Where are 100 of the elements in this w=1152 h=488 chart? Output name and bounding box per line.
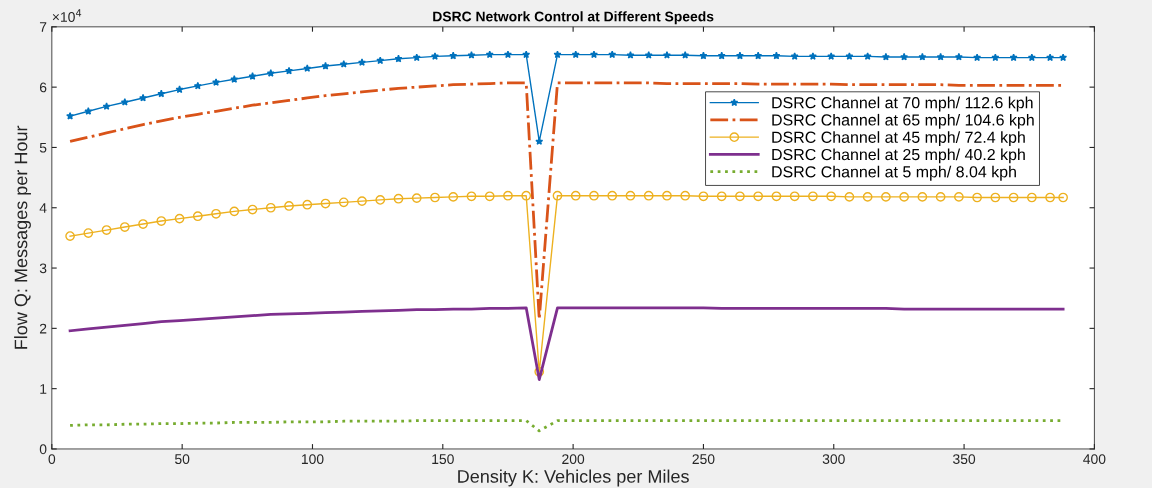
point (83, 228, 94, 238)
point (625, 190, 636, 201)
point (699, 51, 708, 60)
y-tick-label: 3 (39, 263, 47, 274)
point (1046, 53, 1055, 62)
point (881, 52, 890, 61)
point (735, 191, 745, 202)
point (84, 107, 93, 115)
y-tick-label: 2 (39, 323, 47, 334)
point (1026, 192, 1037, 203)
point (790, 52, 799, 60)
point (1059, 53, 1068, 62)
legend-label: DSRC Channel at 70 mph/ 112.6 kph (772, 96, 1033, 112)
x-axis-title: Density K: Vehicles per Miles (458, 469, 689, 487)
point (644, 51, 653, 59)
point (320, 198, 331, 209)
point (120, 98, 129, 106)
point (212, 78, 221, 86)
point (175, 85, 184, 94)
point (917, 192, 928, 202)
point (717, 51, 726, 60)
point (808, 191, 818, 202)
point (485, 50, 494, 59)
point (156, 216, 167, 226)
point (552, 190, 563, 201)
point (357, 196, 367, 206)
x-tick-label: 0 (48, 454, 56, 465)
point (844, 192, 855, 202)
point (65, 231, 75, 241)
point (698, 191, 709, 202)
point (754, 51, 763, 60)
point (467, 51, 476, 59)
point (1045, 192, 1055, 203)
point (265, 202, 276, 213)
y-tick-label: 4 (39, 203, 47, 213)
point (662, 190, 672, 201)
point (339, 60, 348, 68)
line-series (68, 306, 1065, 381)
y-tick-label: 0 (39, 444, 47, 455)
point (484, 191, 495, 202)
point (1009, 53, 1018, 62)
point (826, 191, 837, 202)
point (174, 213, 185, 224)
y-tick-label: 1 (40, 384, 47, 394)
point (991, 53, 1000, 62)
legend-label: DSRC Channel at 25 mph/ 40.2 kph (772, 148, 1025, 164)
point (394, 54, 403, 63)
legend-label: DSRC Channel at 65 mph/ 104.6 kph (772, 113, 1034, 129)
point (935, 192, 946, 202)
y-tick-label: 6 (39, 82, 47, 93)
point (535, 137, 544, 145)
y-tick-label: 7 (39, 22, 47, 32)
point (954, 52, 963, 61)
point (448, 192, 459, 202)
point (302, 199, 313, 210)
point (503, 190, 513, 201)
y-tick-label: 5 (39, 142, 47, 153)
point (1027, 53, 1036, 62)
point (972, 192, 982, 203)
point (571, 50, 580, 59)
point (521, 190, 532, 201)
point (1008, 192, 1019, 203)
x-tick-label: 150 (432, 454, 454, 465)
point (193, 81, 202, 90)
point (284, 201, 294, 211)
point (376, 56, 385, 65)
text: ×10$^{4}$ (52, 9, 82, 22)
point (789, 191, 800, 202)
point (716, 191, 727, 202)
point (863, 52, 872, 60)
y-axis-title: Flow Q: Messages per Hour (14, 125, 31, 349)
point (990, 192, 1001, 203)
point (430, 52, 439, 60)
point (626, 51, 635, 59)
chart-title: DSRC Network Control at Different Speeds (433, 11, 714, 25)
point (285, 66, 294, 75)
point (881, 192, 891, 202)
point (192, 211, 203, 222)
point (643, 190, 654, 201)
point (503, 50, 512, 59)
point (411, 193, 422, 203)
point (247, 204, 258, 215)
point (608, 50, 617, 59)
point (393, 193, 404, 204)
point (375, 195, 386, 205)
x-tick-label: 400 (1083, 454, 1106, 465)
point (662, 51, 671, 59)
x-tick-label: 300 (822, 454, 845, 465)
point (119, 222, 130, 232)
point (680, 190, 691, 201)
point (607, 190, 618, 201)
point (412, 53, 421, 62)
point (522, 50, 531, 59)
point (303, 64, 312, 72)
x-tick-label: 200 (562, 454, 585, 465)
legend-label: DSRC Channel at 45 mph/ 72.4 kph (772, 131, 1025, 147)
x-tick-label: 100 (301, 454, 324, 465)
point (358, 58, 366, 66)
point (553, 50, 562, 59)
point (845, 52, 854, 60)
